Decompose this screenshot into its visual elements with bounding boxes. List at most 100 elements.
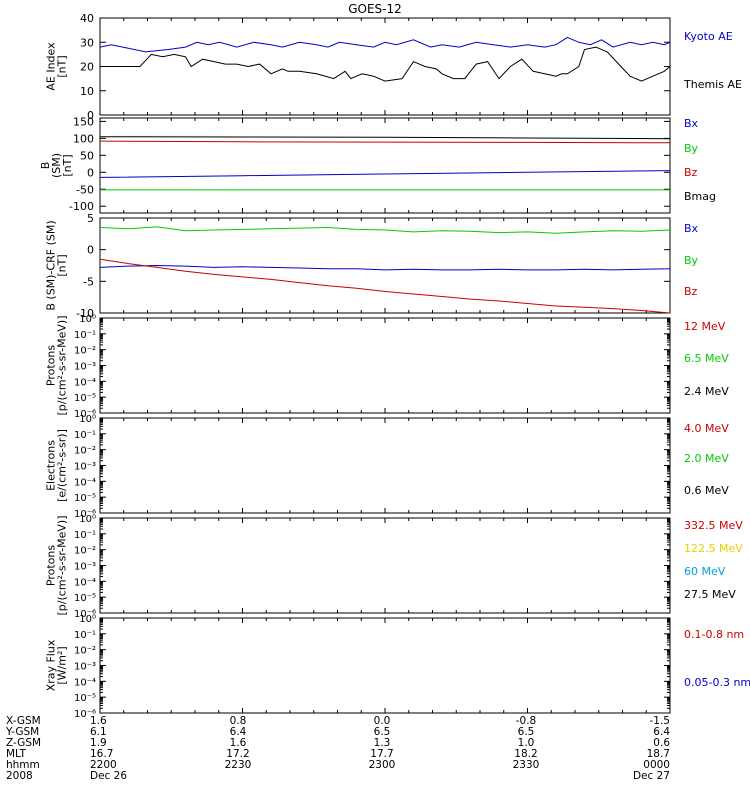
ephemeris-value: Dec 27 [633, 770, 670, 782]
y-axis-label: B (SM)-CRF (SM)[nT] [45, 220, 69, 310]
y-tick-label: 0 [87, 166, 94, 179]
panel-frame [99, 617, 671, 714]
y-tick-label: 150 [73, 115, 94, 128]
y-tick-label: 10⁻¹ [74, 430, 96, 441]
ephemeris-row-label: X-GSM [6, 715, 41, 727]
y-tick-label: 10⁻¹ [74, 530, 96, 541]
panel-frame [99, 417, 671, 514]
legend-entry: 60 MeV [684, 565, 726, 578]
y-tick-label: -100 [69, 200, 94, 213]
ephemeris-value: 17.2 [226, 748, 249, 760]
legend-entry: 0.1-0.8 nm [684, 628, 744, 641]
y-axis-label-line: B [39, 162, 52, 170]
ephemeris-value: 1.3 [374, 737, 391, 749]
legend-entry: 4.0 MeV [684, 422, 729, 435]
y-tick-label: 50 [80, 149, 94, 162]
y-tick-label: 40 [80, 12, 94, 25]
y-axis-label: Protons[p/(cm²-s-sr-MeV)] [45, 316, 69, 416]
ephemeris-value: 16.7 [90, 748, 113, 760]
panel-frame [99, 317, 671, 414]
y-axis-label-line: Xray Flux [45, 639, 58, 691]
y-tick-label: 10⁻⁶ [74, 409, 96, 420]
ephemeris-row-label: hhmm [6, 759, 40, 771]
ephemeris-value: 1.9 [90, 737, 107, 749]
y-axis-label-line: [nT] [56, 55, 69, 77]
legend-entry: 2.0 MeV [684, 452, 729, 465]
legend-entry: 0.6 MeV [684, 484, 729, 497]
ephemeris-value: 6.4 [653, 726, 670, 738]
y-tick-label: -50 [76, 183, 94, 196]
y-tick-label: 0 [87, 109, 94, 122]
ephemeris-row-label: 2008 [6, 770, 33, 782]
y-tick-label: 20 [80, 61, 94, 74]
ephemeris-value: 2200 [90, 759, 117, 771]
y-tick-label: 10⁻⁴ [74, 377, 96, 388]
legend-entry: Bz [684, 166, 698, 179]
legend-entry: 12 MeV [684, 320, 726, 333]
y-axis-label-line: B (SM)-CRF (SM) [45, 220, 58, 310]
ephemeris-value: 2230 [225, 759, 252, 771]
legend-entry: 122.5 MeV [684, 542, 743, 555]
y-tick-label: 10⁻³ [74, 462, 96, 473]
plot-title: GOES-12 [348, 2, 402, 16]
ephemeris-value: 6.5 [518, 726, 535, 738]
y-axis-label-line: [p/(cm²-s-sr-MeV)] [56, 316, 69, 416]
y-axis-label-line: Electrons [45, 440, 58, 491]
ephemeris-value: 2330 [513, 759, 540, 771]
ephemeris-value: 0.8 [230, 715, 247, 727]
y-tick-label: 10⁻² [74, 646, 96, 657]
y-axis-label-line: [W/m²] [56, 646, 69, 684]
y-axis-label: Protons[p/(cm²-s-sr-MeV)] [45, 516, 69, 616]
ephemeris-row-label: Y-GSM [5, 726, 39, 738]
legend-entry: 332.5 MeV [684, 519, 743, 532]
ephemeris-value: 2300 [369, 759, 396, 771]
panel-5: 10⁰ 10⁻¹ 10⁻² 10⁻³ 10⁻⁴ 10⁻⁵ 10⁻⁶ Electrons[e/(… [45, 414, 730, 520]
panel-2: -100 -50 0 50 100 150 B(SM)[nT] Bx By Bz Bmag [39, 115, 716, 214]
y-tick-label: 10⁻¹ [74, 630, 96, 641]
panel-4: 10⁰ 10⁻¹ 10⁻² 10⁻³ 10⁻⁴ 10⁻⁵ 10⁻⁶ Protons[p/(cm… [45, 314, 730, 420]
legend-entry: Bx [684, 222, 699, 235]
y-axis-label-line: [nT] [61, 154, 74, 176]
legend-entry: Themis AE [683, 78, 742, 91]
series-line-3-1 [99, 264, 671, 271]
series-line-3-3 [99, 258, 671, 314]
panel-1: 0 10 20 30 40 AE Index[nT] Kyoto AE Themis AE [45, 12, 742, 122]
y-axis-label-line: (SM) [50, 153, 63, 178]
legend-entry: 2.4 MeV [684, 385, 729, 398]
y-axis-label-line: [nT] [56, 254, 69, 276]
ephemeris-table: X-GSMY-GSMZ-GSMMLThhmm20081.66.11.916.72… [5, 715, 670, 782]
y-tick-label: -10 [76, 307, 94, 320]
y-tick-label: 10⁰ [79, 314, 96, 325]
series-line-2-1 [99, 170, 671, 178]
panel-frame [99, 517, 671, 614]
ephemeris-value: 1.0 [518, 737, 535, 749]
series-line-2-4 [99, 136, 671, 140]
ephemeris-row-label: Z-GSM [6, 737, 41, 749]
y-tick-label: 10⁻⁵ [74, 493, 96, 504]
panel-frame [99, 17, 671, 116]
ephemeris-value: -0.8 [516, 715, 537, 727]
y-axis-label-line: [e/(cm²-s-sr)] [56, 429, 69, 502]
ephemeris-value: 6.4 [230, 726, 247, 738]
y-axis-label: Electrons[e/(cm²-s-sr)] [45, 429, 69, 502]
y-tick-label: 10⁰ [79, 414, 96, 425]
y-tick-label: 10⁻² [74, 446, 96, 457]
y-axis-label-line: [p/(cm²-s-sr-MeV)] [56, 516, 69, 616]
y-tick-label: 10⁻³ [74, 562, 96, 573]
panel-3: -10 -5 0 5 B (SM)-CRF (SM)[nT] Bx By Bz [45, 212, 699, 320]
y-tick-label: 100 [73, 132, 94, 145]
y-axis-label: Xray Flux[W/m²] [45, 639, 69, 691]
y-tick-label: 10⁻¹ [74, 330, 96, 341]
ephemeris-value: 6.1 [90, 726, 107, 738]
ephemeris-value: 6.5 [374, 726, 391, 738]
panel-6: 10⁰ 10⁻¹ 10⁻² 10⁻³ 10⁻⁴ 10⁻⁵ 10⁻⁶ Protons[p/(cm… [45, 514, 744, 620]
y-axis-label-line: Protons [45, 545, 58, 586]
series-line-1-2 [100, 46, 671, 82]
ephemeris-value: 0.6 [653, 737, 670, 749]
series-line-3-2 [99, 226, 671, 234]
y-tick-label: 10⁻⁵ [74, 393, 96, 404]
legend-entry: By [684, 142, 699, 155]
y-tick-label: 10⁻⁶ [74, 709, 96, 720]
